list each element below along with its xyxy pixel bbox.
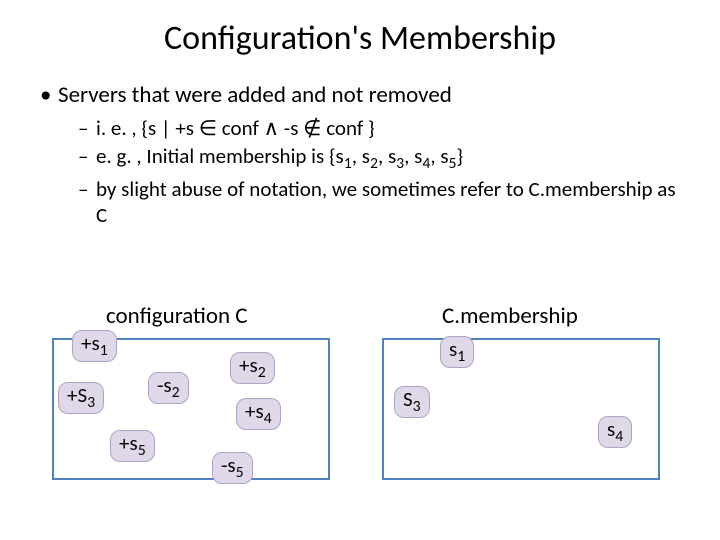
chip: +s5 [110,430,155,462]
chip-subscript: 4 [264,409,272,428]
chip-prefix: +S [67,382,87,408]
chip: s1 [440,336,474,368]
chip-prefix: S [403,386,413,412]
chip: -s2 [148,372,189,404]
eg-s1: 1 [344,154,352,173]
eg-c1: , s [352,143,370,169]
chip-subscript: 5 [236,463,244,482]
chip: +s1 [72,330,117,362]
eg-s5: 5 [449,154,457,173]
bullet-sub-ie: i. e. , {s | +s ∈ conf ∧ -s ∉ conf } [40,115,680,141]
chip-subscript: 4 [615,427,623,446]
bullet-sub-eg: e. g. , Initial membership is {s1, s2, s… [40,143,680,174]
eg-s3: 3 [396,154,404,173]
chip: s4 [598,416,632,448]
chip: +s4 [236,398,281,430]
chip-subscript: 2 [258,363,266,382]
diagram-area: configuration C C.membership +s1-s2+s2+S… [52,300,668,510]
chip: S3 [394,386,430,418]
chip: +S3 [58,382,104,414]
chip-subscript: 3 [87,393,95,412]
eg-c2: , s [378,143,396,169]
eg-s2: 2 [370,154,378,173]
slide-title: Configuration's Membership [40,18,680,59]
chip-subscript: 5 [138,441,146,460]
chip-prefix: +s [119,430,138,456]
chip-prefix: +s [245,398,264,424]
eg-c4: , s [430,143,448,169]
chip-subscript: 2 [172,383,180,402]
chip-prefix: s [449,336,457,362]
chip-prefix: +s [81,330,100,356]
chip-prefix: +s [239,352,258,378]
chip-prefix: s [607,416,615,442]
chip-subscript: 1 [100,341,108,360]
chip: +s2 [230,352,275,384]
eg-c3: , s [404,143,422,169]
chip-subscript: 3 [413,397,421,416]
chip-subscript: 1 [457,347,465,366]
bullet-sub-abuse: by slight abuse of notation, we sometime… [40,176,680,229]
left-box-label: configuration C [106,302,248,330]
bullet-main: Servers that were added and not removed [40,81,680,109]
eg-text-pre: e. g. , Initial membership is {s [96,143,344,169]
chip-prefix: -s [221,452,236,478]
right-box-label: C.membership [442,302,578,330]
eg-post: } [457,143,464,169]
chip: -s5 [212,452,253,484]
chip-prefix: -s [157,372,172,398]
